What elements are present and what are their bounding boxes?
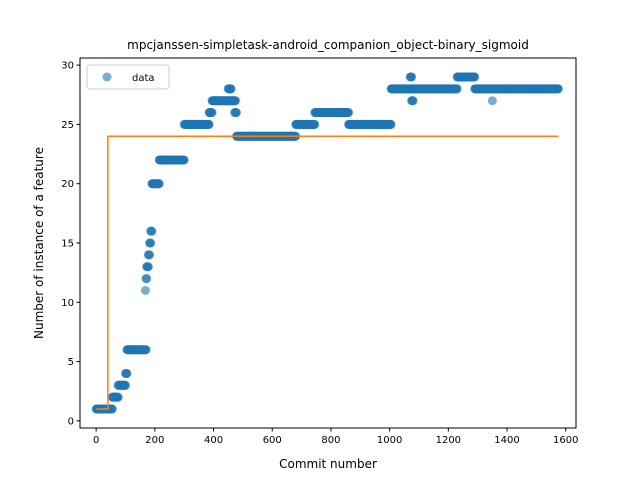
- data-point: [452, 84, 462, 94]
- data-point: [407, 72, 417, 82]
- y-tick-label: 5: [68, 357, 74, 368]
- y-axis-label: Number of instance of a feature: [32, 147, 46, 339]
- data-point: [146, 238, 156, 248]
- x-tick-label: 0: [93, 435, 99, 446]
- data-point: [145, 250, 155, 260]
- data-point: [204, 119, 214, 129]
- line-series: [96, 135, 559, 410]
- y-tick-label: 15: [61, 239, 74, 250]
- data-point: [207, 108, 217, 118]
- data-point: [143, 262, 153, 272]
- data-point: [487, 96, 497, 106]
- data-point: [122, 368, 132, 378]
- data-point: [231, 108, 241, 118]
- legend-label-data: data: [132, 73, 155, 84]
- data-point: [140, 285, 150, 295]
- x-axis-label: Commit number: [279, 457, 377, 471]
- y-tick-label: 10: [61, 298, 74, 309]
- x-tick-label: 1400: [494, 435, 519, 446]
- data-point: [344, 108, 354, 118]
- data-point: [386, 119, 396, 129]
- scatter-series: [91, 72, 563, 414]
- legend-box: [86, 64, 170, 90]
- y-tick-label: 30: [61, 61, 74, 72]
- data-point: [113, 392, 123, 402]
- data-point: [120, 380, 130, 390]
- x-tick-label: 400: [204, 435, 223, 446]
- data-point: [141, 345, 151, 355]
- x-axis-ticks: 0 200 400 600 800 1000 1200 1400 1600: [93, 428, 578, 446]
- data-point: [107, 404, 117, 414]
- y-tick-label: 0: [68, 416, 74, 427]
- x-tick-label: 1200: [436, 435, 461, 446]
- x-tick-label: 200: [145, 435, 164, 446]
- legend: data: [86, 64, 170, 90]
- y-tick-label: 20: [61, 179, 74, 190]
- data-point: [553, 84, 563, 94]
- y-tick-label: 25: [61, 120, 74, 131]
- legend-marker-data: [102, 72, 112, 82]
- y-axis-ticks: 0 5 10 15 20 25 30: [61, 61, 80, 427]
- x-tick-label: 800: [321, 435, 340, 446]
- data-point: [470, 72, 480, 82]
- data-point: [226, 84, 236, 94]
- data-point: [310, 119, 320, 129]
- step-line: [96, 135, 559, 410]
- data-point: [408, 96, 418, 106]
- data-point: [154, 179, 164, 189]
- data-point: [231, 96, 241, 106]
- x-tick-label: 1000: [377, 435, 402, 446]
- data-point: [179, 155, 189, 165]
- data-point: [147, 226, 157, 236]
- x-tick-label: 1600: [553, 435, 578, 446]
- x-tick-label: 600: [263, 435, 282, 446]
- data-point: [142, 274, 152, 284]
- chart-title: mpcjanssen-simpletask-android_companion_…: [127, 38, 529, 52]
